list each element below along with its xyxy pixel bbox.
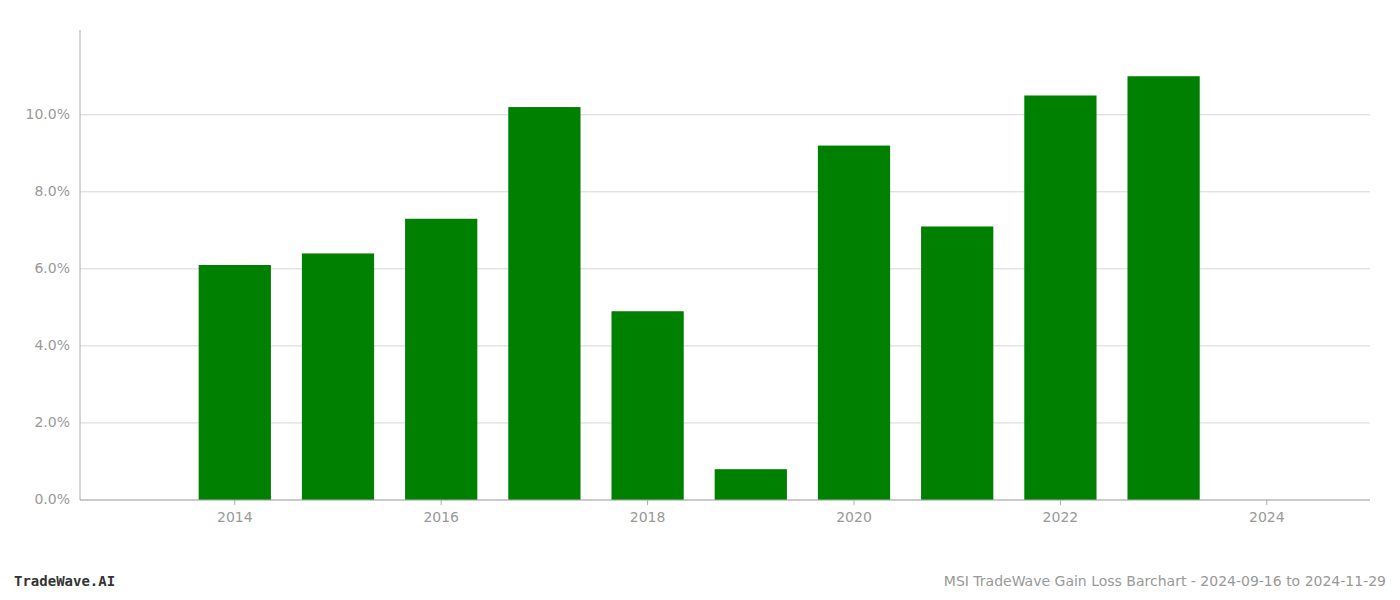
grid-line (80, 500, 1370, 501)
x-axis-line (80, 500, 1370, 501)
y-axis-line (80, 30, 81, 500)
y-tick-label: 6.0% (34, 260, 70, 276)
y-tick-label: 2.0% (34, 414, 70, 430)
y-tick-label: 0.0% (34, 491, 70, 507)
x-tick-label: 2022 (1043, 509, 1079, 525)
bars (199, 76, 1200, 500)
x-tick (1266, 500, 1267, 505)
x-tick (1060, 500, 1061, 505)
bar (715, 469, 787, 500)
bar (405, 219, 477, 500)
chart-title: MSI TradeWave Gain Loss Barchart - 2024-… (944, 573, 1386, 589)
x-tick (441, 500, 442, 505)
chart-svg: 0.0% 2.0% 4.0% 6.0% 8.0% 10.0% 2014 2016 2018 202… (0, 0, 1400, 600)
x-tick-label: 2016 (423, 509, 459, 525)
y-tick-label: 4.0% (34, 337, 70, 353)
x-tick (234, 500, 235, 505)
chart-container: 0.0% 2.0% 4.0% 6.0% 8.0% 10.0% 2014 2016 2018 202… (0, 0, 1400, 600)
y-tick-label: 10.0% (26, 106, 70, 122)
bar (1024, 95, 1096, 500)
bar (611, 311, 683, 500)
x-tick-label: 2020 (836, 509, 872, 525)
bar (921, 226, 993, 500)
x-tick (854, 500, 855, 505)
bar (1127, 76, 1199, 500)
bar (508, 107, 580, 500)
x-tick-label: 2018 (630, 509, 666, 525)
bar (302, 253, 374, 500)
background (0, 0, 1400, 600)
bar (199, 265, 271, 500)
watermark: TradeWave.AI (14, 573, 115, 589)
x-tick (647, 500, 648, 505)
x-tick-label: 2024 (1249, 509, 1285, 525)
x-tick-label: 2014 (217, 509, 253, 525)
y-tick-label: 8.0% (34, 183, 70, 199)
bar (818, 146, 890, 500)
